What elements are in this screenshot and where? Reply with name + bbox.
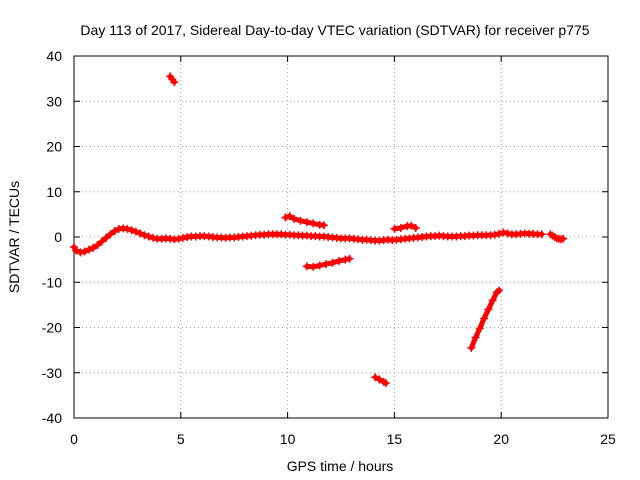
y-tick-label: 10 xyxy=(46,184,62,200)
data-point xyxy=(106,230,115,239)
data-point xyxy=(149,233,158,242)
data-point xyxy=(341,255,350,264)
data-point xyxy=(97,237,106,246)
data-point xyxy=(136,229,145,238)
data-point xyxy=(309,219,318,228)
data-point xyxy=(503,229,512,238)
data-point xyxy=(499,228,508,237)
grid xyxy=(74,56,608,418)
data-point xyxy=(319,221,328,230)
data-point xyxy=(381,379,390,388)
tick-labels: 0 5 10 15 20 25 -40 -30 -20 -10 0 10 20 30 40 xyxy=(42,48,616,447)
data-point xyxy=(322,260,331,269)
data-point xyxy=(89,243,98,252)
ticks xyxy=(73,55,609,419)
data-point xyxy=(495,286,504,295)
y-tick-label: -20 xyxy=(42,320,62,336)
data-point xyxy=(475,324,484,333)
data-point xyxy=(123,224,132,233)
x-tick-label: 10 xyxy=(280,431,296,447)
data-point xyxy=(127,226,136,235)
data-point xyxy=(488,296,497,305)
data-point xyxy=(490,230,499,239)
x-tick-label: 20 xyxy=(493,431,509,447)
y-axis-label: SDTVAR / TECUs xyxy=(6,181,22,293)
data-point xyxy=(290,214,299,223)
data-point xyxy=(302,218,311,227)
data-point xyxy=(170,78,179,87)
x-tick-label: 0 xyxy=(70,431,78,447)
x-tick-label: 15 xyxy=(387,431,403,447)
data-point xyxy=(281,213,290,222)
data-point xyxy=(375,375,384,384)
data-point xyxy=(140,231,149,240)
data-point xyxy=(411,223,420,232)
data-point xyxy=(174,234,183,243)
data-point xyxy=(131,227,140,236)
data-point xyxy=(309,262,318,271)
data-point xyxy=(334,256,343,265)
data-point xyxy=(144,232,153,241)
data-point xyxy=(76,248,85,257)
data-point xyxy=(93,241,102,250)
x-axis-label: GPS time / hours xyxy=(287,458,394,474)
data-point xyxy=(80,247,89,256)
y-tick-label: -40 xyxy=(42,410,62,426)
data-point xyxy=(345,254,354,263)
data-point xyxy=(72,246,81,255)
y-tick-label: 30 xyxy=(46,93,62,109)
data-point xyxy=(285,212,294,221)
data-point xyxy=(371,373,380,382)
data-point xyxy=(396,223,405,232)
data-point xyxy=(407,221,416,230)
x-tick-label: 25 xyxy=(600,431,616,447)
data-point xyxy=(480,314,489,323)
data-point xyxy=(84,245,93,254)
y-tick-label: 40 xyxy=(46,48,62,64)
data-point xyxy=(467,343,476,352)
data-series xyxy=(70,72,568,388)
data-point xyxy=(559,234,568,243)
chart-title: Day 113 of 2017, Sidereal Day-to-day VTE… xyxy=(80,22,589,38)
y-tick-label: 20 xyxy=(46,139,62,155)
data-point xyxy=(315,261,324,270)
x-tick-label: 5 xyxy=(177,431,185,447)
y-tick-label: -10 xyxy=(42,274,62,290)
data-point xyxy=(484,305,493,314)
data-point xyxy=(471,333,480,342)
y-tick-label: -30 xyxy=(42,365,62,381)
data-point xyxy=(110,227,119,236)
data-point xyxy=(296,216,305,225)
data-point xyxy=(537,230,546,239)
data-point xyxy=(328,258,337,267)
series-0 xyxy=(70,72,568,388)
data-point xyxy=(178,233,187,242)
data-point xyxy=(495,229,504,238)
data-point xyxy=(102,233,111,242)
data-point xyxy=(390,224,399,233)
y-tick-label: 0 xyxy=(54,229,62,245)
